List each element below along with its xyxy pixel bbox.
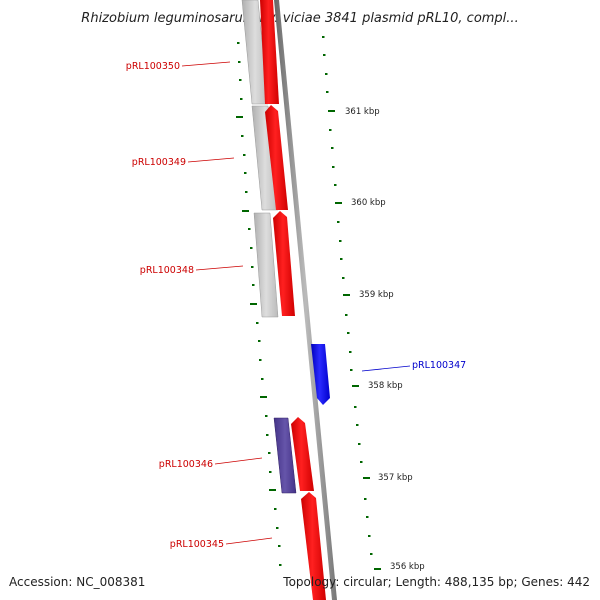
- feature-track-gray: [241, 0, 297, 494]
- minor-tick: [251, 266, 254, 268]
- gene-pRL100347-arrow[interactable]: [311, 344, 330, 405]
- purple-feature: [273, 417, 297, 494]
- minor-tick: [364, 498, 367, 500]
- gene-pRL100350-arrow[interactable]: [260, 0, 279, 104]
- minor-tick: [259, 359, 262, 361]
- minor-tick: [354, 406, 357, 408]
- label-leader-line: [361, 365, 411, 372]
- minor-tick: [358, 443, 361, 445]
- minor-tick: [366, 516, 369, 518]
- label-leader-line: [214, 457, 263, 465]
- minor-tick: [244, 172, 247, 174]
- minor-tick: [252, 284, 255, 286]
- backbone-line: [274, 0, 337, 600]
- label-leader-line: [195, 265, 244, 271]
- label-leader-line: [181, 61, 231, 67]
- map-title: Rhizobium leguminosarum bv. viciae 3841 …: [81, 11, 518, 26]
- minor-tick: [239, 79, 242, 81]
- minor-tick: [237, 42, 240, 44]
- major-tick: [335, 202, 342, 204]
- gene-pRL100349-arrow[interactable]: [265, 105, 288, 210]
- minor-tick: [342, 277, 345, 279]
- major-tick: [250, 303, 257, 305]
- gene-label-pRL100350[interactable]: pRL100350: [126, 61, 180, 72]
- minor-tick: [360, 461, 363, 463]
- minor-tick: [325, 73, 328, 75]
- gene-label-pRL100345[interactable]: pRL100345: [170, 539, 224, 550]
- gene-pRL100348-arrow[interactable]: [273, 211, 295, 316]
- gene-labels: pRL100350 pRL100349 pRL100348 pRL100347 …: [126, 61, 466, 550]
- major-tick: [328, 110, 335, 112]
- minor-tick: [350, 369, 353, 371]
- gene-pRL100345-arrow[interactable]: [301, 492, 326, 600]
- minor-tick: [258, 340, 261, 342]
- minor-tick: [276, 527, 279, 529]
- minor-tick: [329, 129, 332, 131]
- major-tick: [260, 396, 267, 398]
- inner-tick-ruler: [236, 42, 282, 566]
- minor-tick: [265, 415, 268, 417]
- outer-tick-ruler: [322, 36, 381, 570]
- tick-label: 360 kbp: [351, 198, 386, 208]
- minor-tick: [279, 564, 282, 566]
- minor-tick: [326, 91, 329, 93]
- minor-tick: [349, 351, 352, 353]
- minor-tick: [238, 61, 241, 63]
- gray-feature: [253, 212, 279, 318]
- forward-gene-track: [260, 0, 326, 600]
- major-tick: [242, 210, 249, 212]
- minor-tick: [245, 191, 248, 193]
- gene-label-pRL100348[interactable]: pRL100348: [140, 265, 194, 276]
- major-tick: [363, 477, 370, 479]
- minor-tick: [331, 147, 334, 149]
- minor-tick: [370, 553, 373, 555]
- major-tick: [374, 568, 381, 570]
- minor-tick: [340, 258, 343, 260]
- minor-tick: [337, 221, 340, 223]
- summary-text: Topology: circular; Length: 488,135 bp; …: [282, 575, 590, 589]
- tick-label: 361 kbp: [345, 107, 380, 117]
- tick-label: 357 kbp: [378, 473, 413, 483]
- minor-tick: [269, 471, 272, 473]
- minor-tick: [347, 332, 350, 334]
- minor-tick: [250, 247, 253, 249]
- minor-tick: [243, 154, 246, 156]
- tick-labels: 361 kbp 360 kbp 359 kbp 358 kbp 357 kbp …: [345, 107, 425, 572]
- minor-tick: [345, 314, 348, 316]
- minor-tick: [261, 378, 264, 380]
- minor-tick: [241, 135, 244, 137]
- major-tick: [236, 116, 243, 118]
- minor-tick: [322, 36, 325, 38]
- gene-pRL100346-arrow[interactable]: [291, 417, 314, 491]
- tick-label: 358 kbp: [368, 381, 403, 391]
- minor-tick: [339, 240, 342, 242]
- tick-label: 359 kbp: [359, 290, 394, 300]
- minor-tick: [266, 434, 269, 436]
- major-tick: [343, 294, 350, 296]
- major-tick: [269, 489, 276, 491]
- label-leader-line: [225, 537, 273, 545]
- minor-tick: [323, 54, 326, 56]
- minor-tick: [274, 508, 277, 510]
- minor-tick: [368, 535, 371, 537]
- minor-tick: [268, 452, 271, 454]
- minor-tick: [256, 322, 259, 324]
- gene-label-pRL100346[interactable]: pRL100346: [159, 459, 213, 470]
- gene-label-pRL100349[interactable]: pRL100349: [132, 157, 186, 168]
- gene-label-pRL100347[interactable]: pRL100347: [412, 360, 466, 371]
- accession-text: Accession: NC_008381: [9, 575, 145, 589]
- major-tick: [352, 385, 359, 387]
- tick-label: 356 kbp: [390, 562, 425, 572]
- minor-tick: [248, 228, 251, 230]
- label-leader-line: [187, 157, 235, 163]
- minor-tick: [356, 424, 359, 426]
- minor-tick: [278, 545, 281, 547]
- minor-tick: [240, 98, 243, 100]
- minor-tick: [334, 184, 337, 186]
- minor-tick: [332, 166, 335, 168]
